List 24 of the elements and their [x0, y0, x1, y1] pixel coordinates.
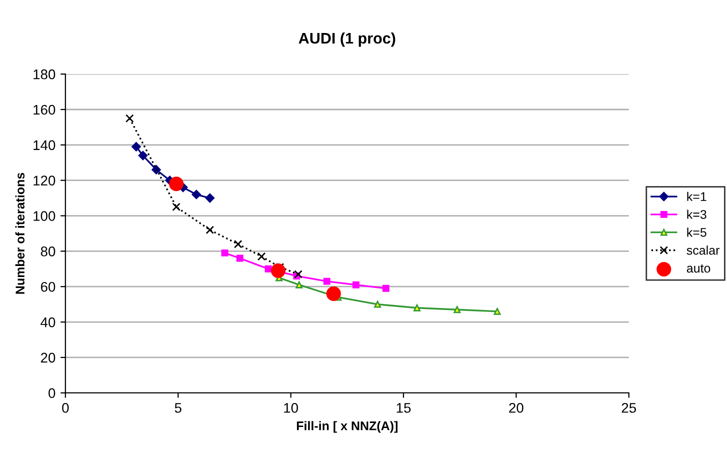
x-tick-label: 15 [396, 403, 411, 413]
x-tick-label: 0 [62, 402, 69, 413]
x-tick-label: 5 [174, 403, 182, 413]
y-axis-title: Number of iterations [15, 172, 25, 294]
legend-label: k=3 [687, 210, 706, 219]
y-tick-label: 180 [34, 69, 56, 80]
legend-label: k=5 [687, 228, 706, 237]
y-tick-label: 80 [40, 246, 56, 256]
x-axis-title: Fill-in [ x NNZ(A)] [296, 421, 398, 433]
x-tick-label: 10 [284, 402, 298, 413]
y-tick-label: 60 [40, 282, 56, 292]
y-tick-label: 100 [34, 211, 56, 221]
chart-title: AUDI (1 proc) [298, 32, 396, 47]
legend-label: k=1 [687, 192, 706, 201]
y-tick-label: 140 [34, 140, 56, 150]
y-tick-label: 20 [40, 352, 56, 363]
x-tick-label: 25 [622, 402, 636, 413]
y-tick-label: 120 [34, 176, 56, 186]
y-tick-label: 160 [34, 104, 56, 115]
y-tick-label: 0 [48, 388, 56, 398]
legend-label: auto [686, 264, 710, 273]
legend-label: scalar [686, 246, 720, 255]
y-tick-label: 40 [40, 317, 56, 328]
x-tick-label: 20 [509, 402, 524, 413]
